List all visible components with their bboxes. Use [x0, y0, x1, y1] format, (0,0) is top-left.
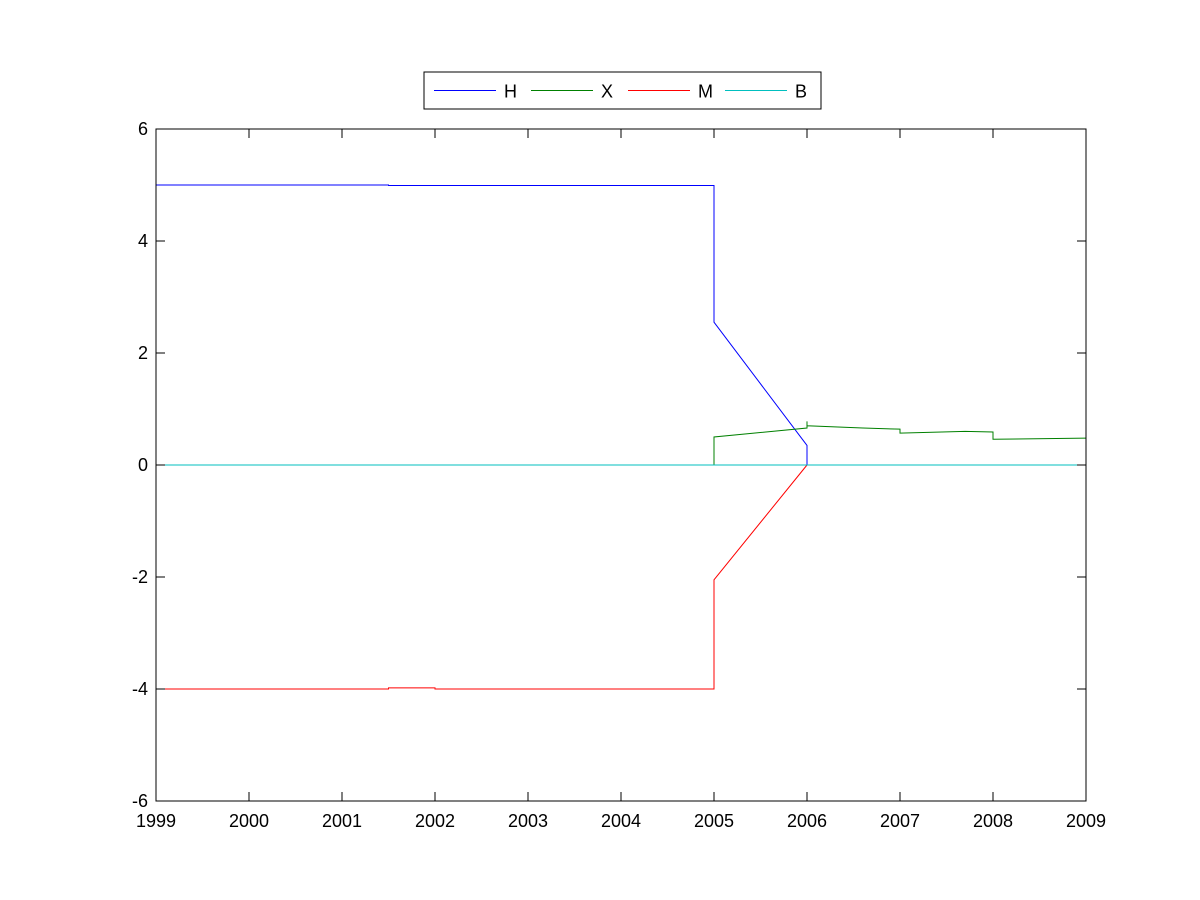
x-tick-label: 2002	[415, 811, 455, 831]
y-tick-label: -6	[132, 791, 148, 811]
x-tick-label: 2008	[973, 811, 1013, 831]
legend-label-x: X	[601, 82, 613, 102]
series-layer	[156, 184, 1087, 690]
y-tick-label: 2	[138, 343, 148, 363]
x-tick-label: 2001	[322, 811, 362, 831]
y-tick-label: -4	[132, 679, 148, 699]
series-line-x	[713, 421, 1087, 465]
x-tick-label: 2004	[601, 811, 641, 831]
plot-area: 1999 2000 2001 2002 2003 2004 2005 2006 2007 2008…	[132, 119, 1106, 831]
series-line-m	[156, 464, 808, 690]
x-tick-label: 1999	[136, 811, 176, 831]
legend-label-b: B	[795, 82, 807, 102]
x-tick-label: 2003	[508, 811, 548, 831]
tick-layer: 1999 2000 2001 2002 2003 2004 2005 2006 2007 2008…	[132, 119, 1106, 831]
y-tick-label: 4	[138, 231, 148, 251]
legend-label-m: M	[698, 82, 713, 102]
legend-label-h: H	[504, 82, 517, 102]
x-tick-label: 2000	[229, 811, 269, 831]
x-tick-label: 2005	[694, 811, 734, 831]
x-tick-label: 2009	[1066, 811, 1106, 831]
y-tick-label: 0	[138, 455, 148, 475]
y-tick-label: 6	[138, 119, 148, 139]
series-line-h	[156, 184, 808, 465]
y-tick-label: -2	[132, 567, 148, 587]
x-tick-label: 2007	[880, 811, 920, 831]
x-tick-label: 2006	[787, 811, 827, 831]
